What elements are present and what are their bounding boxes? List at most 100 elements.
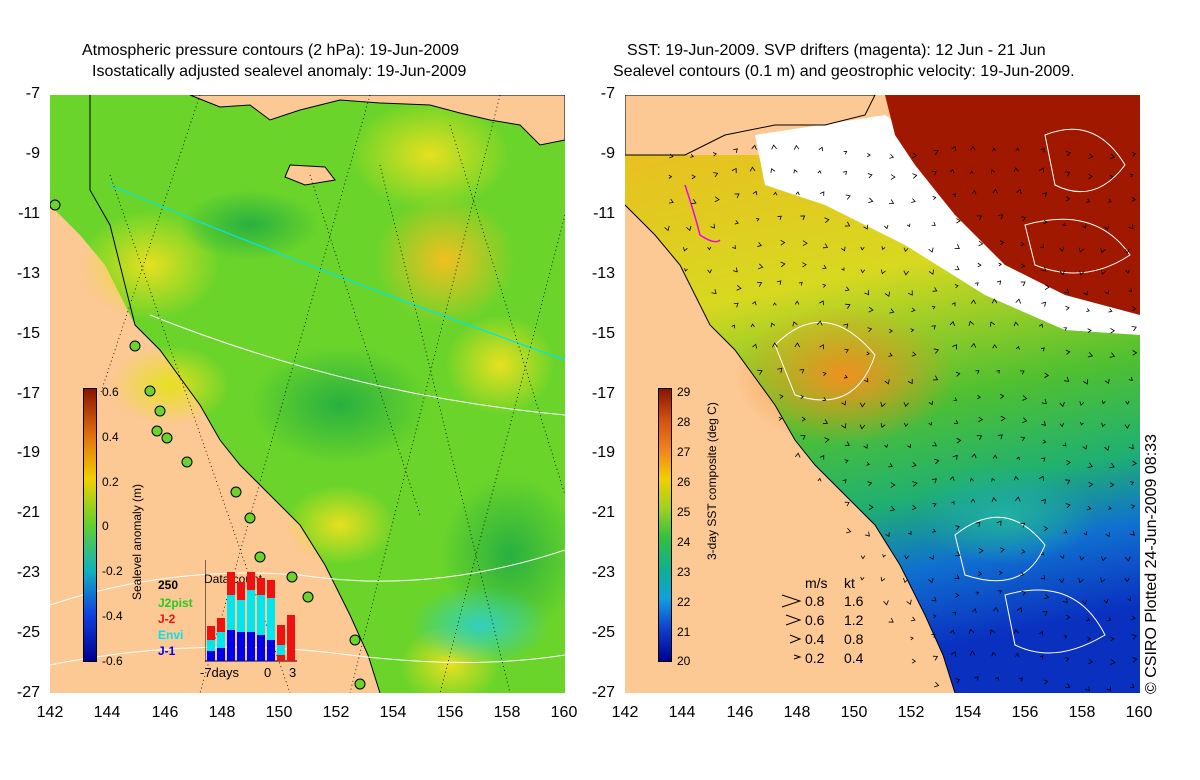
velocity-arrow [1062, 222, 1066, 227]
velocity-arrow [822, 419, 829, 425]
right-lat-tick: -9 [600, 145, 615, 162]
velocity-arrow [1039, 631, 1044, 636]
velocity-arrow [1078, 270, 1085, 276]
velocity-arrow [907, 444, 911, 449]
velocity-arrow [932, 655, 939, 661]
velocity-arrow [1060, 554, 1065, 560]
sst-colorbar [658, 388, 672, 662]
velocity-arrow [951, 500, 955, 505]
velocity-arrow [1065, 171, 1071, 177]
sst-tick-24: 24 [677, 535, 691, 549]
left-lat-tick: -25 [16, 624, 40, 641]
velocity-arrow [932, 375, 939, 381]
velocity-arrow [1015, 147, 1020, 152]
velocity-arrow [1081, 599, 1087, 605]
right-title-line2: Sealevel contours (0.1 m) and geostrophi… [613, 63, 1075, 80]
velocity-arrow [890, 482, 896, 488]
velocity-arrow [1062, 442, 1067, 447]
velocity-arrow [992, 454, 998, 459]
left-lon-tick: 154 [379, 704, 407, 721]
velocity-arrow [884, 444, 889, 448]
vel-header-kt: kt [844, 575, 855, 591]
velocity-arrow [1087, 636, 1092, 641]
velocity-arrow [1103, 599, 1109, 604]
velocity-arrow [889, 153, 895, 159]
velocity-arrow [971, 453, 977, 459]
velocity-arrow [928, 269, 935, 275]
velocity-arrow [1100, 247, 1106, 254]
velocity-arrow [977, 571, 983, 577]
velocity-arrow [950, 651, 957, 657]
velocity-arrow [1088, 659, 1094, 665]
legend-j1: J-1 [158, 644, 176, 658]
velocity-arrow [1065, 683, 1071, 689]
velocity-arrow [904, 555, 909, 560]
velocity-arrow [949, 476, 955, 481]
velocity-arrow [881, 246, 886, 251]
velocity-arrow [888, 352, 893, 357]
velocity-arrow [1127, 597, 1131, 602]
velocity-arrow [931, 170, 937, 176]
velocity-arrow [932, 528, 937, 533]
velocity-arrow [1065, 349, 1071, 355]
velocity-arrow [1016, 456, 1020, 461]
sst-tick-23: 23 [677, 565, 691, 579]
velocity-arrow [1040, 147, 1045, 153]
velocity-arrow [824, 217, 830, 224]
velocity-arrow [951, 302, 956, 307]
velocity-arrow [907, 378, 913, 385]
velocity-arrow [970, 145, 976, 151]
left-lat-tick: -13 [16, 265, 40, 282]
velocity-arrow [664, 225, 670, 232]
right-lat-tick: -13 [591, 265, 615, 282]
sst-tick-26: 26 [677, 475, 691, 489]
velocity-arrow [1059, 270, 1065, 276]
velocity-arrow [777, 367, 783, 373]
velocity-arrow [816, 320, 823, 326]
velocity-arrow [732, 267, 738, 273]
right-lon-tick: 148 [783, 704, 811, 721]
velocity-arrow [978, 416, 984, 423]
velocity-arrow [1110, 636, 1115, 642]
right-lon-tick: 154 [954, 704, 982, 721]
velocity-arrow [845, 527, 852, 534]
velocity-arrow [1013, 475, 1019, 481]
velocity-arrow [975, 370, 980, 374]
velocity-arrow [996, 520, 1002, 526]
velocity-arrow [880, 423, 886, 429]
velocity-arrow [1021, 216, 1027, 222]
velocity-arrow [1043, 219, 1048, 225]
velocity-arrow [1042, 611, 1048, 616]
velocity-arrow [780, 239, 786, 246]
velocity-arrow [951, 145, 957, 152]
velocity-arrow [906, 223, 911, 228]
velocity-arrow [995, 676, 999, 681]
velocity-arrow [1040, 551, 1045, 556]
velocity-arrow [819, 191, 825, 196]
velocity-arrow [818, 146, 824, 152]
velocity-arrow [1128, 224, 1134, 230]
velocity-arrow [1040, 498, 1046, 505]
velocity-arrow [1109, 462, 1115, 469]
velocity-arrow [1131, 326, 1137, 332]
velocity-arrow [949, 629, 955, 635]
legend-envi: Envi [158, 628, 184, 642]
sla-colorbar [83, 388, 97, 662]
velocity-arrow [1130, 481, 1135, 486]
velocity-arrow [1132, 657, 1138, 663]
velocity-arrow [866, 461, 870, 466]
right-lon-tick: 144 [668, 704, 696, 721]
velocity-arrow [955, 371, 961, 377]
velocity-arrow [975, 521, 981, 527]
velocity-arrow [975, 282, 979, 286]
right-lon-tick: 142 [611, 704, 639, 721]
velocity-arrow [880, 269, 886, 275]
velocity-arrow [911, 505, 917, 511]
velocity-arrow [734, 220, 739, 225]
sla-tick-5: -0.4 [102, 609, 123, 623]
velocity-arrow [793, 169, 798, 174]
velocity-arrow [799, 368, 805, 374]
velocity-arrow [970, 170, 974, 175]
velocity-arrow [1063, 327, 1068, 331]
velocity-arrow [1078, 577, 1084, 584]
